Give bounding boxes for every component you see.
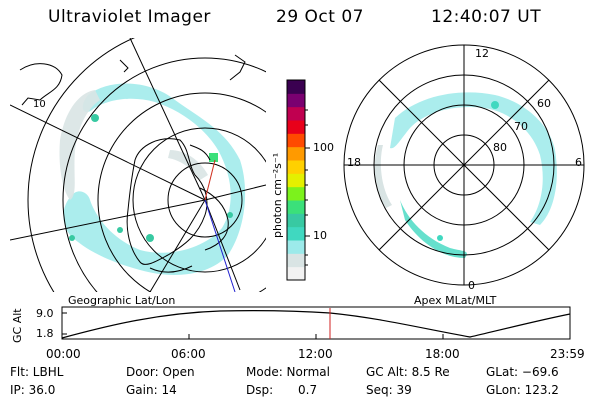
colorbar-segment	[287, 253, 305, 268]
mlt-label-18: 18	[347, 156, 361, 169]
colorbar-segment	[287, 226, 305, 241]
mlat-label-80: 80	[493, 141, 507, 154]
door-info: Door: Open	[126, 365, 195, 379]
colorbar-segment	[287, 120, 305, 134]
mlat-label-60: 60	[537, 97, 551, 110]
colorbar-segment	[287, 80, 305, 94]
instrument-title: Ultraviolet Imager	[48, 7, 211, 27]
colorbar-segment	[287, 160, 305, 174]
colorbar-segment	[287, 133, 305, 148]
time-tick-1800: 18:00	[425, 347, 460, 361]
altitude-y-label: GC Alt	[11, 308, 24, 343]
auroral-oval-right	[374, 92, 557, 258]
apex-panel-label: Apex MLat/MLT	[414, 294, 497, 307]
colorbar-segment	[287, 200, 305, 214]
seq-info: Seq: 39	[366, 383, 412, 397]
ip-info: IP: 36.0	[10, 383, 56, 397]
dsp-value: 0.7	[298, 383, 318, 397]
colorbar-segment	[287, 213, 305, 228]
filter-info: Flt: LBHL	[10, 365, 64, 379]
glon-info: GLon: 123.2	[486, 383, 559, 397]
colorbar-segment	[287, 93, 305, 108]
colorbar-segment	[287, 106, 305, 121]
colorbar-segment	[287, 146, 305, 161]
dsp-label: Dsp:	[246, 383, 274, 397]
time-tick-0600: 06:00	[171, 347, 206, 361]
mode-info: Mode: Normal	[246, 365, 330, 379]
altitude-tick-9: 9.0	[36, 307, 54, 320]
altitude-tick-1-8: 1.8	[36, 327, 54, 340]
colorbar-segment	[287, 240, 305, 254]
gain-info: Gain: 14	[126, 383, 177, 397]
colorbar-tick-10: 10	[313, 229, 327, 242]
gc-alt-info: GC Alt: 8.5 Re	[366, 365, 450, 379]
mlt-label-0: 0	[468, 279, 475, 292]
colorbar-segment	[287, 173, 305, 188]
time-tick-1200: 12:00	[298, 347, 333, 361]
geographic-panel-label: Geographic Lat/Lon	[68, 294, 176, 307]
colorbar-segment	[287, 186, 305, 201]
altitude-curve	[61, 310, 571, 339]
colorbar-segment	[287, 266, 305, 281]
lat-tick-label: 10	[33, 99, 46, 110]
mlt-label-6: 6	[575, 156, 582, 169]
time-label: 12:40:07 UT	[431, 7, 542, 27]
date-label: 29 Oct 07	[276, 7, 364, 27]
mlt-label-12: 12	[475, 47, 489, 60]
glat-info: GLat: −69.6	[486, 365, 559, 379]
time-tick-0000: 00:00	[46, 347, 81, 361]
colorbar-tick-100: 100	[313, 141, 334, 154]
mlat-label-70: 70	[514, 120, 528, 133]
time-tick-2359: 23:59	[550, 347, 585, 361]
